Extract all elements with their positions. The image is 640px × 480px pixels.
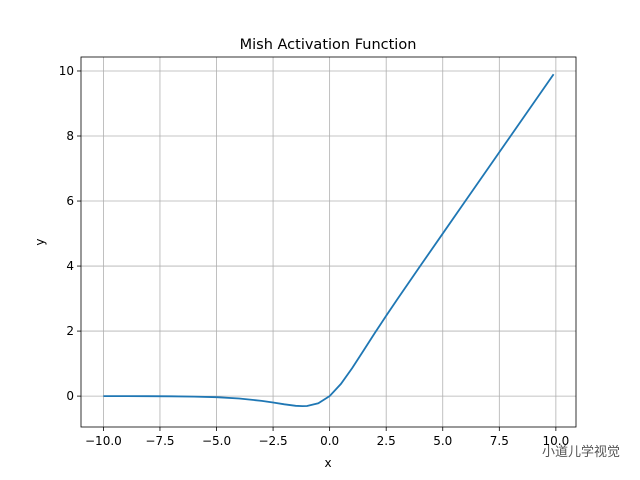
y-tick-label: 10 <box>59 64 74 78</box>
y-tick-label: 6 <box>66 194 74 208</box>
y-tick-label: 0 <box>66 389 74 403</box>
y-tick-label: 8 <box>66 129 74 143</box>
y-tick-label: 2 <box>66 324 74 338</box>
x-tick-label: 0.0 <box>320 434 339 448</box>
x-tick-label: 2.5 <box>377 434 396 448</box>
plot-frame <box>80 56 577 428</box>
y-axis-label: y <box>33 238 47 245</box>
x-tick-label: 5.0 <box>433 434 452 448</box>
x-tick-label: −5.0 <box>202 434 231 448</box>
chart-title: Mish Activation Function <box>240 37 417 53</box>
line-series <box>103 73 555 408</box>
x-tick-label: −7.5 <box>145 434 174 448</box>
x-tick-label: −10.0 <box>85 434 122 448</box>
x-tick-label: 7.5 <box>490 434 509 448</box>
x-tick-label: 10.0 <box>543 434 570 448</box>
watermark: 小道儿学视觉 <box>542 444 620 460</box>
y-tick-label: 4 <box>66 259 74 273</box>
x-axis-label: x <box>324 456 331 470</box>
x-tick-label: −2.5 <box>259 434 288 448</box>
